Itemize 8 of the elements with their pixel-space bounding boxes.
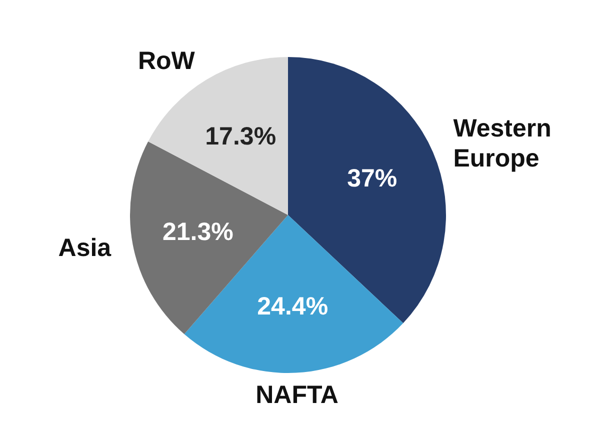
data-label: 24.4% [257, 292, 328, 321]
data-label: 17.3% [205, 122, 276, 151]
slice-label: Asia [58, 234, 112, 262]
slice-label: RoW [138, 46, 196, 75]
slice-label: NAFTA [256, 380, 338, 409]
data-label: 37% [347, 164, 398, 193]
slice-label: Western Europe [453, 114, 552, 173]
data-label: 21.3% [162, 218, 234, 246]
